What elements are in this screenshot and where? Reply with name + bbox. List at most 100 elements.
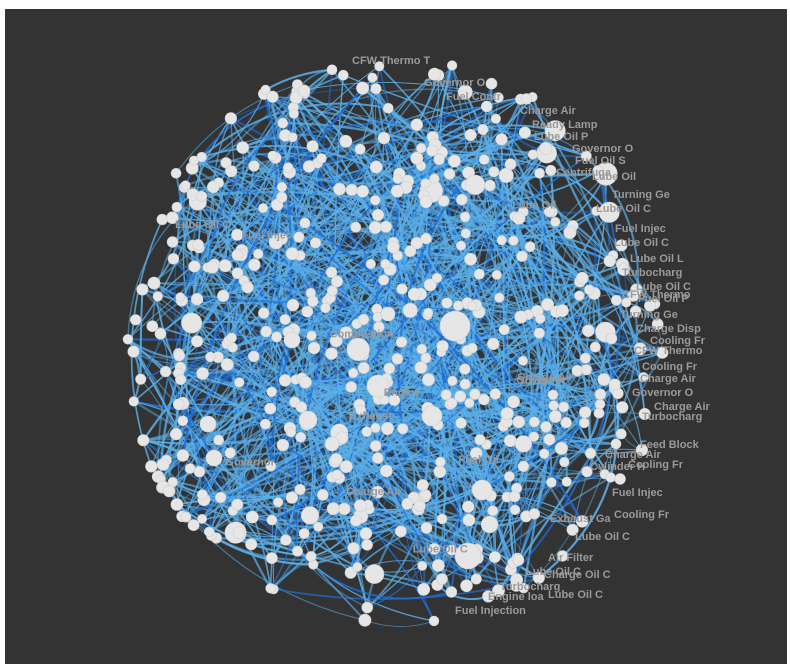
graph-node[interactable] [561, 476, 572, 487]
graph-node[interactable] [416, 479, 429, 492]
graph-node[interactable] [331, 469, 343, 480]
graph-node[interactable] [329, 334, 343, 348]
graph-node[interactable] [196, 190, 208, 202]
graph-node[interactable] [545, 164, 557, 176]
graph-node[interactable] [493, 92, 504, 103]
graph-node[interactable] [333, 182, 346, 196]
graph-node[interactable] [429, 173, 440, 184]
graph-node[interactable] [356, 81, 370, 95]
graph-node[interactable] [236, 141, 249, 154]
graph-node[interactable] [459, 378, 471, 390]
graph-node[interactable] [597, 373, 611, 386]
graph-node[interactable] [433, 153, 445, 166]
graph-node[interactable] [187, 519, 200, 531]
graph-node[interactable] [231, 228, 244, 241]
graph-node[interactable] [459, 363, 471, 375]
graph-node[interactable] [245, 510, 259, 524]
graph-node[interactable] [575, 515, 589, 528]
graph-node[interactable] [436, 340, 449, 353]
graph-node[interactable] [484, 179, 496, 192]
graph-node[interactable] [651, 318, 664, 330]
graph-node[interactable] [330, 453, 343, 466]
graph-node[interactable] [156, 213, 168, 226]
graph-node[interactable] [454, 390, 467, 403]
graph-node[interactable] [286, 298, 300, 312]
graph-node[interactable] [245, 538, 258, 551]
graph-node[interactable] [447, 154, 461, 168]
graph-node[interactable] [276, 191, 288, 203]
graph-node[interactable] [130, 314, 142, 326]
graph-node[interactable] [180, 180, 191, 191]
graph-node[interactable] [473, 268, 485, 280]
graph-node[interactable] [260, 325, 272, 338]
graph-node[interactable] [541, 298, 554, 311]
graph-node[interactable] [656, 346, 669, 359]
graph-node[interactable] [191, 335, 204, 348]
graph-node[interactable] [127, 345, 140, 358]
graph-node[interactable] [361, 539, 373, 551]
graph-node[interactable] [324, 436, 340, 452]
graph-node[interactable] [508, 235, 519, 246]
graph-node[interactable] [266, 90, 279, 103]
graph-node[interactable] [462, 500, 475, 513]
graph-node[interactable] [478, 393, 490, 406]
graph-node[interactable] [177, 415, 189, 427]
graph-node[interactable] [474, 434, 486, 446]
graph-node[interactable] [402, 302, 418, 318]
graph-node[interactable] [339, 134, 353, 148]
graph-node[interactable] [560, 417, 572, 429]
graph-node[interactable] [294, 483, 306, 495]
graph-node[interactable] [231, 498, 244, 511]
graph-node[interactable] [380, 306, 396, 322]
graph-node[interactable] [470, 573, 482, 585]
graph-node[interactable] [258, 307, 270, 319]
graph-node[interactable] [163, 485, 176, 498]
graph-node[interactable] [231, 249, 244, 261]
graph-node[interactable] [490, 113, 501, 124]
graph-node[interactable] [160, 366, 172, 378]
graph-node[interactable] [433, 465, 447, 479]
graph-node[interactable] [167, 253, 180, 265]
graph-node[interactable] [175, 373, 187, 385]
graph-node[interactable] [356, 185, 370, 198]
graph-node[interactable] [339, 460, 353, 473]
graph-node[interactable] [371, 209, 384, 222]
graph-node[interactable] [309, 237, 321, 249]
graph-node[interactable] [533, 327, 545, 339]
graph-node[interactable] [193, 466, 206, 478]
graph-node[interactable] [576, 271, 589, 285]
graph-node[interactable] [580, 364, 592, 376]
graph-node[interactable] [464, 129, 477, 142]
graph-node[interactable] [435, 456, 446, 468]
graph-node[interactable] [350, 514, 362, 527]
graph-node[interactable] [253, 248, 264, 259]
graph-node[interactable] [460, 228, 471, 239]
graph-node[interactable] [459, 211, 471, 223]
graph-node[interactable] [419, 195, 433, 209]
graph-node[interactable] [213, 434, 224, 446]
graph-node[interactable] [264, 402, 277, 415]
graph-node[interactable] [447, 60, 458, 71]
graph-node[interactable] [241, 281, 254, 294]
graph-node[interactable] [556, 550, 569, 562]
graph-node[interactable] [170, 168, 182, 179]
graph-node[interactable] [428, 543, 441, 555]
graph-node[interactable] [196, 367, 209, 380]
graph-node[interactable] [380, 259, 391, 270]
graph-node[interactable] [357, 313, 370, 326]
graph-node[interactable] [446, 397, 458, 409]
graph-node[interactable] [180, 511, 192, 523]
graph-node[interactable] [390, 184, 404, 198]
graph-node[interactable] [298, 410, 318, 430]
graph-node[interactable] [535, 313, 546, 324]
graph-node[interactable] [615, 428, 627, 440]
graph-node[interactable] [380, 421, 394, 435]
graph-node[interactable] [316, 489, 329, 501]
graph-node[interactable] [498, 167, 514, 183]
graph-node[interactable] [295, 431, 307, 443]
graph-node[interactable] [580, 150, 592, 162]
graph-node[interactable] [644, 299, 657, 312]
graph-node[interactable] [454, 542, 482, 570]
graph-node[interactable] [248, 160, 260, 172]
graph-node[interactable] [320, 302, 331, 314]
